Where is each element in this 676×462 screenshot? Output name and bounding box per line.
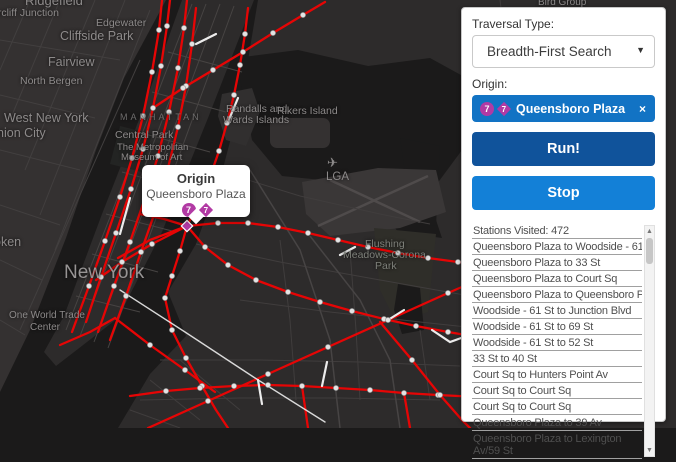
nj-land	[0, 0, 166, 392]
traversal-type-value: Breadth-First Search	[487, 44, 612, 59]
popup-title: Origin	[176, 171, 216, 186]
list-item: Court Sq to Hunters Point Av	[472, 367, 642, 383]
scrollbar[interactable]: ▲ ▼	[644, 225, 655, 457]
origin-tag-label: Queensboro Plaza	[516, 101, 626, 116]
scroll-down-icon[interactable]: ▼	[646, 447, 653, 454]
central-park-area	[110, 126, 152, 172]
train-7-express-badge: 7	[496, 101, 512, 116]
list-item: Queensboro Plaza to 33 St	[472, 255, 642, 271]
traversal-type-label: Traversal Type:	[472, 17, 555, 31]
train-7-badge: 7	[181, 203, 196, 217]
control-panel: Traversal Type: Breadth-First Search ▼ O…	[461, 7, 666, 462]
station-dots[interactable]	[86, 12, 461, 404]
list-item: 33 St to 40 St	[472, 351, 642, 367]
stop-button[interactable]: Stop	[472, 176, 655, 210]
origin-station-marker[interactable]	[180, 219, 194, 233]
list-item: Queensboro Plaza to 39 Av	[472, 415, 642, 431]
stations-visited-list[interactable]: Stations Visited: 472 Queensboro Plaza t…	[472, 223, 655, 462]
remove-origin-icon[interactable]: ×	[638, 101, 646, 116]
traversal-type-select[interactable]: Breadth-First Search ▼	[472, 35, 655, 68]
popup-station-name: Queensboro Plaza	[146, 187, 246, 201]
lga-runways	[317, 174, 429, 228]
list-item: Woodside - 61 St to 69 St	[472, 319, 642, 335]
airport-icon: ✈	[327, 155, 338, 170]
nj-streets	[0, 0, 151, 336]
stations-visited-header: Stations Visited: 472	[472, 223, 642, 239]
run-button[interactable]: Run!	[472, 132, 655, 166]
scroll-up-icon[interactable]: ▲	[646, 228, 653, 235]
list-item: Court Sq to Court Sq	[472, 383, 642, 399]
popup-route-badges: 7 7	[142, 202, 250, 218]
list-item: Court Sq to Court Sq	[472, 399, 642, 415]
origin-tag[interactable]: 7 7 Queensboro Plaza ×	[472, 95, 655, 122]
rikers-island	[270, 118, 330, 148]
origin-popup: Origin Queensboro Plaza 7 7	[142, 165, 250, 218]
list-item: Queensboro Plaza to Lexington Av/59 St	[472, 431, 642, 459]
subway-lines-untraversed	[118, 32, 466, 423]
list-item: Queensboro Plaza to Queensboro Plaza	[472, 287, 642, 303]
list-item: Queensboro Plaza to Woodside - 61 St	[472, 241, 642, 255]
origin-label: Origin:	[472, 77, 508, 91]
list-item: Woodside - 61 St to Junction Blvd	[472, 303, 642, 319]
train-7-express-badge: 7	[198, 202, 213, 218]
list-item: Woodside - 61 St to 52 St	[472, 335, 642, 351]
scroll-thumb[interactable]	[646, 238, 653, 264]
randalls-island	[218, 88, 260, 146]
list-item: Queensboro Plaza to Court Sq	[472, 271, 642, 287]
train-7-badge: 7	[480, 101, 494, 116]
chevron-down-icon: ▼	[636, 45, 645, 55]
